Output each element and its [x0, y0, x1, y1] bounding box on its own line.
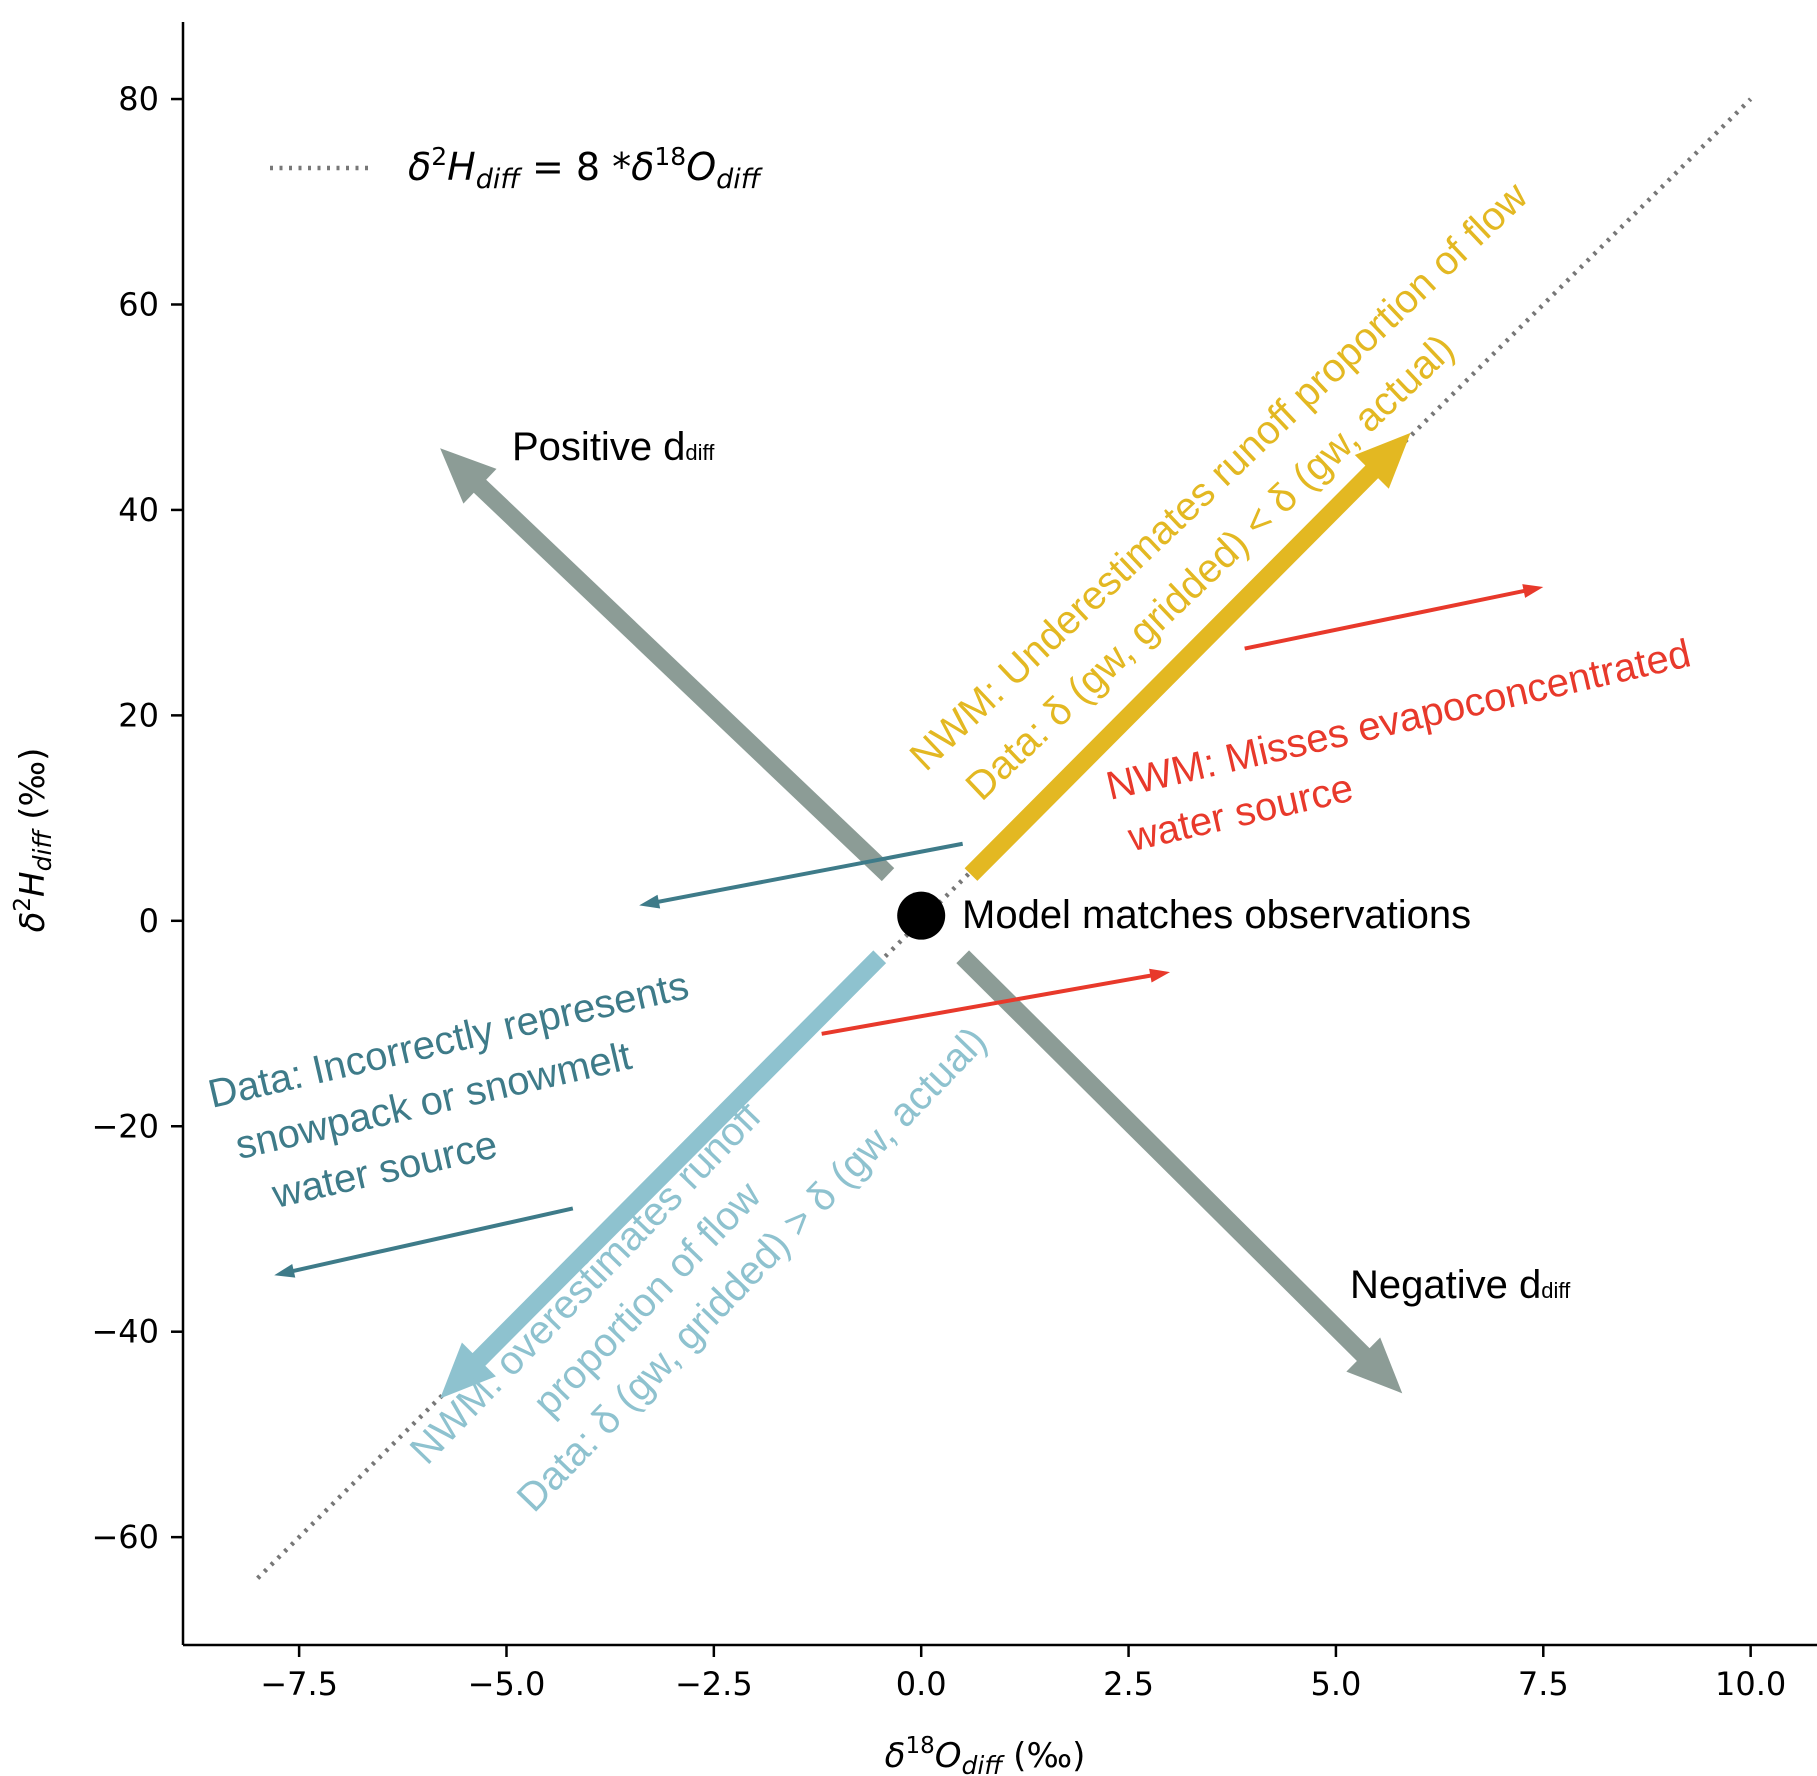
x-axis-ticks: −7.5 −5.0 −2.5 0.0 2.5 5.0 7.5 10.0 — [260, 1645, 1786, 1703]
underestimates-label: NWM: Underestimates runoff proportion of… — [902, 174, 1537, 809]
arrow-evapo-lower — [821, 968, 1171, 1036]
positive-d-label: Positive ddiff — [512, 425, 715, 469]
legend-label: δ2Hdiff = 8 *δ18Odiff — [408, 142, 763, 195]
arrow-shaft — [964, 464, 1380, 881]
x-tick-label: −7.5 — [260, 1665, 338, 1703]
arrow-head — [274, 1264, 296, 1278]
x-tick-label: −5.0 — [468, 1665, 546, 1703]
arrow-evapo-upper — [1244, 584, 1544, 651]
arrow-shaft — [1244, 588, 1527, 651]
x-tick-label: 2.5 — [1103, 1665, 1154, 1703]
arrow-underestimates-runoff — [964, 432, 1411, 881]
x-axis-title: δ18Odiff (‰) — [885, 1733, 1086, 1776]
arrow-shaft — [656, 841, 964, 905]
arrow-head — [1522, 584, 1544, 598]
arrow-positive-d — [440, 448, 895, 882]
evapo-label: NWM: Misses evapoconcentrated water sour… — [1102, 631, 1695, 860]
arrow-head — [639, 894, 661, 909]
arrow-negative-d — [956, 950, 1403, 1394]
arrow-shaft — [472, 478, 895, 882]
y-tick-label: −40 — [91, 1313, 159, 1351]
arrow-shaft — [956, 950, 1372, 1363]
arrow-head — [440, 1342, 496, 1399]
x-tick-label: 0.0 — [896, 1665, 947, 1703]
y-tick-label: 60 — [118, 285, 159, 323]
y-tick-label: 80 — [118, 80, 159, 118]
arrow-shaft — [471, 950, 887, 1368]
x-tick-label: −2.5 — [675, 1665, 753, 1703]
model-point-label: Model matches observations — [962, 893, 1471, 937]
arrow-shaft — [291, 1206, 574, 1274]
negative-d-label: Negative ddiff — [1350, 1263, 1571, 1307]
y-axis-ticks: −60 −40 −20 0 20 40 60 80 — [91, 80, 183, 1556]
arrow-shaft — [821, 973, 1153, 1036]
y-tick-label: 0 — [139, 902, 159, 940]
arrow-overestimates-runoff — [440, 950, 887, 1399]
arrow-head — [1354, 432, 1411, 489]
x-tick-label: 10.0 — [1715, 1665, 1786, 1703]
arrow-head — [1346, 1337, 1403, 1394]
axes — [181, 22, 1817, 1647]
x-tick-label: 5.0 — [1310, 1665, 1361, 1703]
arrow-head — [440, 448, 497, 504]
y-tick-label: −60 — [91, 1518, 159, 1556]
model-point — [897, 891, 946, 940]
y-axis-title: δ2Hdiff (‰) — [10, 748, 57, 933]
arrow-snow-lower — [274, 1206, 574, 1278]
y-tick-label: 20 — [118, 696, 159, 734]
arrow-head — [1149, 968, 1171, 983]
arrows-layer — [274, 432, 1544, 1399]
legend: δ2Hdiff = 8 *δ18Odiff — [270, 142, 763, 195]
y-tick-label: 40 — [118, 491, 159, 529]
x-tick-label: 7.5 — [1518, 1665, 1569, 1703]
y-tick-label: −20 — [91, 1107, 159, 1145]
arrow-snow-upper — [639, 841, 964, 909]
